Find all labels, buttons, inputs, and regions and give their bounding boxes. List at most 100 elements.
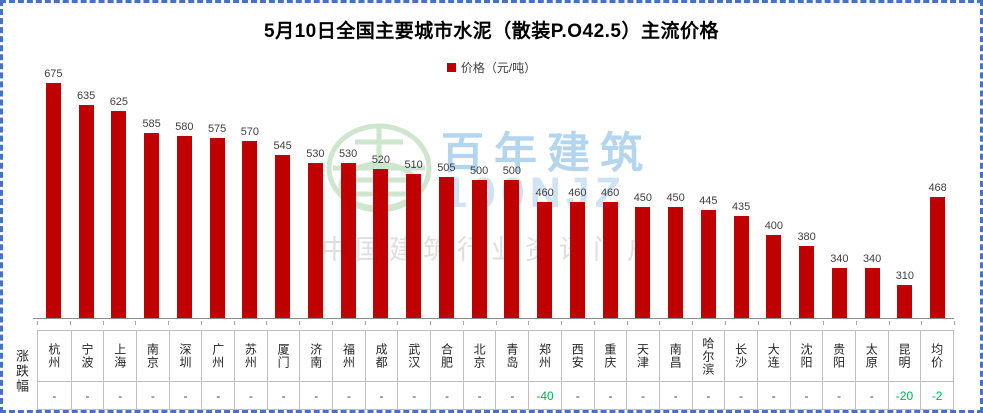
bar-slot-武汉: 510 (397, 83, 430, 318)
bar-slot-苏州: 570 (234, 83, 267, 318)
axis-tick (692, 321, 693, 325)
bar-value-label: 380 (797, 231, 816, 243)
change-cell: - (626, 382, 659, 409)
bar (307, 163, 323, 318)
city-cell: 南京 (136, 331, 169, 382)
bar-slot-济南: 530 (299, 83, 332, 318)
city-cell: 昆明 (887, 331, 921, 382)
city-cell: 长沙 (724, 331, 757, 382)
city-cell: 天津 (626, 331, 659, 382)
bar-slot-杭州: 675 (37, 68, 70, 318)
bar-value-label: 435 (731, 201, 751, 213)
change-cell: - (136, 382, 169, 409)
city-cell: 太原 (854, 331, 888, 382)
axis-tick (528, 321, 530, 325)
bar (537, 202, 553, 318)
bar-value-label: 530 (306, 148, 325, 160)
axis-tick (37, 321, 38, 325)
legend: 价格（元/吨） (3, 59, 980, 76)
city-cell: 深圳 (168, 331, 202, 382)
bar-slot-福州: 530 (332, 83, 365, 318)
bar-value-label: 468 (928, 182, 947, 194)
axis-tick (266, 321, 268, 325)
city-cell: 郑州 (528, 331, 561, 382)
axis-tick (331, 321, 333, 325)
bar-value-label: 580 (175, 121, 194, 133)
axis-tick (462, 321, 464, 325)
city-cell: 沈阳 (789, 331, 823, 382)
bar (930, 197, 946, 318)
axis-tick (299, 321, 300, 325)
axis-tick (102, 321, 104, 325)
bar-value-label: 460 (535, 187, 554, 199)
bar (799, 246, 815, 318)
bar-value-label: 460 (568, 187, 587, 199)
bar (864, 268, 880, 318)
bar (78, 105, 94, 318)
change-cell: - (822, 382, 855, 409)
legend-swatch (446, 63, 456, 72)
bar (111, 111, 127, 318)
city-cell: 哈尔滨 (691, 331, 725, 382)
bar-slot-厦门: 545 (266, 83, 299, 318)
change-cell: -2 (920, 382, 953, 409)
axis-tick (135, 321, 137, 325)
bar-slot-大连: 400 (758, 83, 791, 318)
change-cell: - (430, 382, 463, 409)
bar-value-label: 500 (502, 165, 522, 177)
bar-value-label: 340 (862, 253, 882, 265)
city-cell: 北京 (462, 331, 496, 382)
bar (242, 141, 258, 318)
change-cell: - (593, 382, 627, 409)
bar-value-label: 545 (273, 140, 292, 152)
city-cell: 大连 (756, 331, 790, 382)
plot-area: 675 635 625 585 580 575 570 545 530 530 520 510 505 5… (37, 68, 954, 318)
bar (340, 163, 356, 318)
change-cell: - (691, 382, 725, 409)
change-cell: - (560, 382, 594, 409)
bar-value-label: 635 (76, 90, 96, 102)
bar (45, 83, 61, 318)
city-cell: 苏州 (234, 331, 267, 382)
bar (471, 180, 487, 318)
bar-value-label: 500 (469, 165, 489, 177)
axis-tick (954, 321, 955, 325)
bar (602, 202, 618, 318)
change-cell: - (724, 382, 757, 409)
axis-tick (823, 321, 824, 325)
bar-value-label: 570 (240, 126, 260, 138)
change-cell: - (462, 382, 496, 409)
change-cell: - (364, 382, 398, 409)
axis-tick (168, 321, 169, 325)
bar-value-label: 400 (764, 220, 784, 232)
bar (569, 202, 585, 318)
axis-tick (397, 321, 399, 325)
change-cell: -40 (528, 382, 561, 409)
bar-slot-贵阳: 340 (823, 83, 856, 318)
bar (438, 177, 454, 318)
bar-slot-长沙: 435 (725, 83, 758, 318)
city-cell: 贵阳 (822, 331, 855, 382)
city-cell: 上海 (103, 331, 137, 382)
bar-slot-均价: 468 (921, 83, 954, 318)
bar-slot-天津: 450 (627, 83, 660, 318)
axis-tick (659, 321, 661, 325)
bar-slot-沈阳: 380 (790, 83, 823, 318)
bar-slot-北京: 500 (463, 83, 496, 318)
axis-tick (561, 321, 562, 325)
bar (831, 268, 847, 318)
bar (700, 210, 716, 318)
bar (635, 207, 651, 318)
bar-slot-宁波: 635 (70, 83, 103, 318)
bar-value-label: 450 (633, 192, 653, 204)
bar-slot-上海: 625 (103, 83, 136, 318)
bar-slot-郑州: 460 (528, 83, 561, 318)
axis-tick (593, 321, 595, 325)
city-cell: 合肥 (430, 331, 463, 382)
bar-series: 675 635 625 585 580 575 570 545 530 530 520 510 505 5… (37, 68, 954, 318)
axis-tick (921, 321, 923, 325)
legend-label: 价格（元/吨） (460, 61, 537, 75)
city-cell: 宁波 (70, 331, 104, 382)
change-cell: - (495, 382, 528, 409)
